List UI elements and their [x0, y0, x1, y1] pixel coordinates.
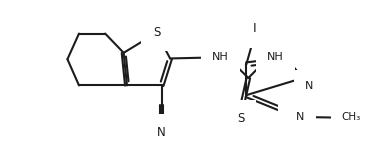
Text: N: N: [157, 126, 166, 139]
Text: S: S: [153, 26, 160, 39]
Text: S: S: [237, 112, 244, 125]
Text: N: N: [305, 81, 313, 91]
Text: CH₃: CH₃: [341, 112, 361, 122]
Text: O: O: [290, 111, 299, 124]
Text: N: N: [296, 112, 305, 122]
Text: NH: NH: [212, 52, 229, 62]
Text: NH: NH: [267, 52, 284, 62]
Text: I: I: [253, 22, 256, 35]
